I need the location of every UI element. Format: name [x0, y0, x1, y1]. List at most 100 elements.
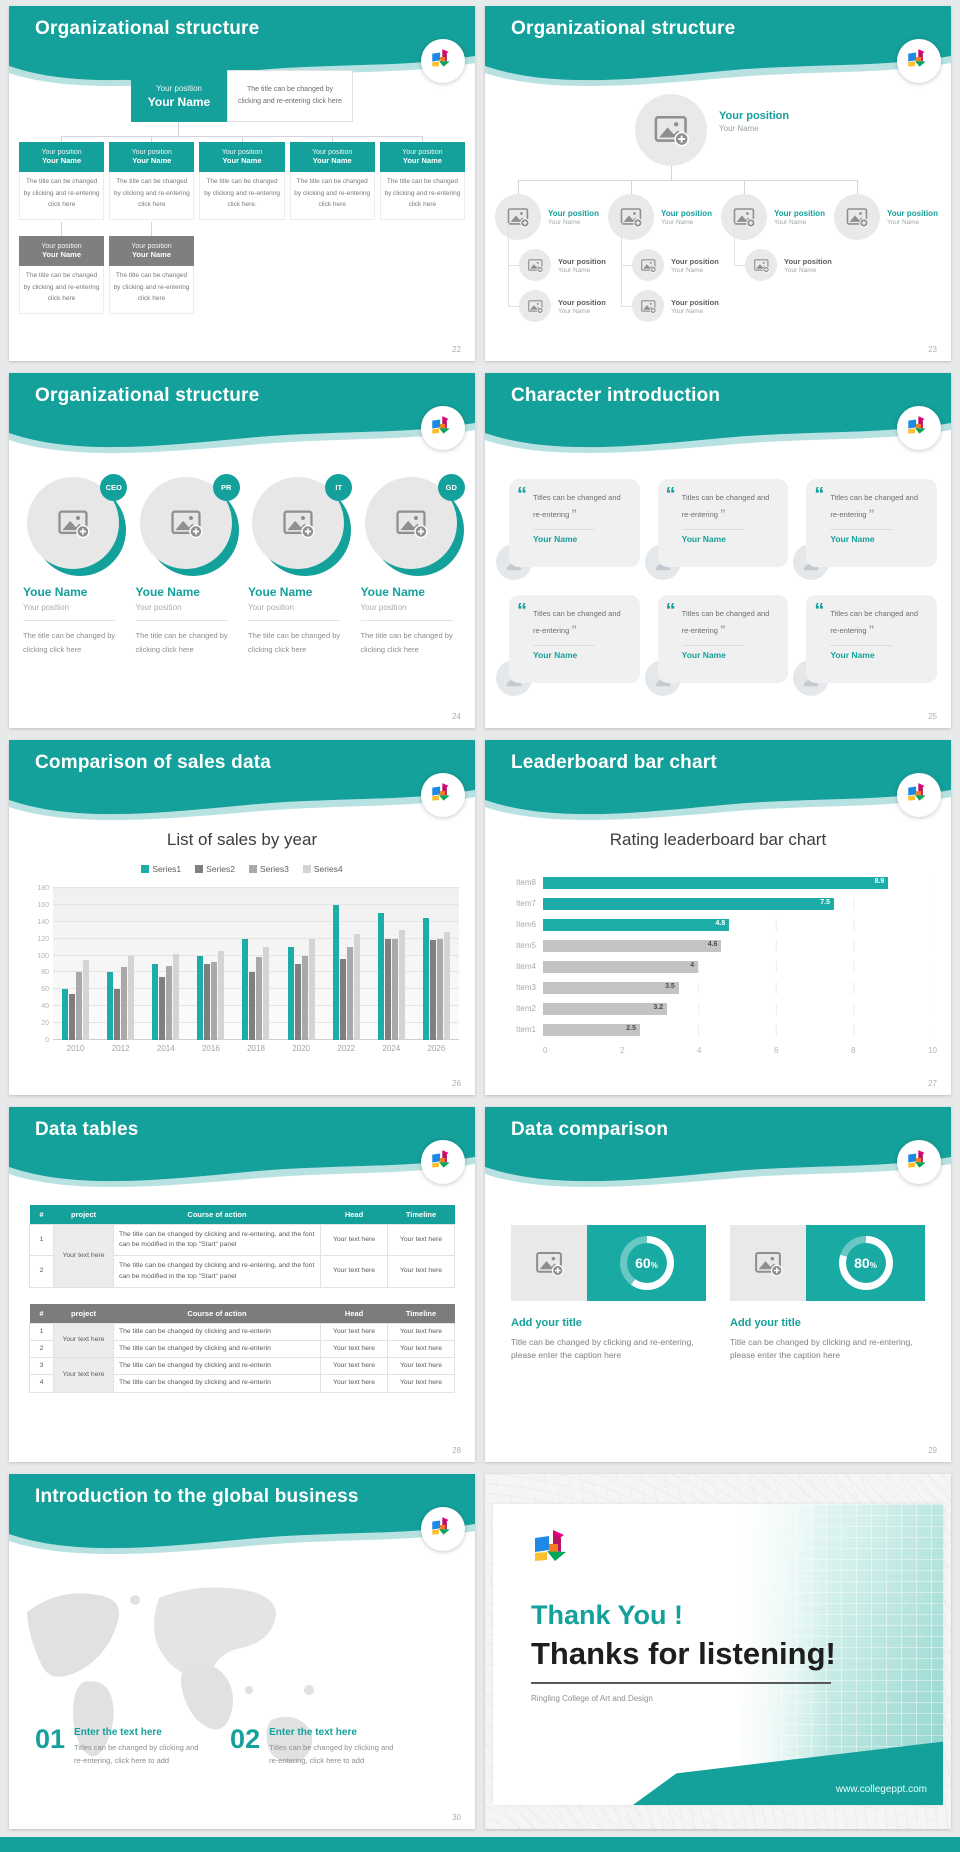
org-subnode: Your position Your Name [508, 264, 608, 322]
brand-logo-icon [430, 782, 457, 809]
x-tick-label: 2016 [201, 1044, 220, 1053]
slide-header: Character introduction [485, 373, 951, 465]
row-number-cell: 2 [29, 1339, 54, 1359]
progress-donut: 80% [838, 1236, 893, 1290]
x-tick-label: 0 [543, 1046, 548, 1055]
slide-30-introduction-to-the-global-business[interactable]: Introduction to the global business 01 En… [9, 1474, 475, 1829]
logo-badge [421, 773, 465, 817]
slide-title: Data comparison [511, 1119, 669, 1140]
connector-line [671, 166, 672, 180]
y-tick-label: 140 [37, 918, 49, 926]
slide-26-comparison-of-sales-data[interactable]: Comparison of sales data List of sales b… [9, 740, 475, 1095]
page-number: 26 [452, 1079, 461, 1088]
gridline [53, 920, 459, 922]
slide-title: Introduction to the global business [35, 1486, 359, 1507]
bar-2022-Series4 [353, 933, 360, 1040]
image-placeholder-icon [730, 1225, 806, 1301]
open-quote-icon: “ [517, 484, 527, 506]
slide-thank-you[interactable]: Thank You ! Thanks for listening! Ringli… [485, 1474, 951, 1829]
node-description: The title can be changed by clicking and… [109, 172, 195, 220]
column-header: Head [320, 1205, 388, 1225]
bar-group-2020 [287, 938, 315, 1040]
divider [531, 1682, 831, 1684]
item-title: Enter the text here [74, 1727, 162, 1739]
divider [681, 645, 744, 647]
card-media: 60% [511, 1225, 706, 1301]
logo-badge [421, 1507, 465, 1551]
bar-group-2022 [332, 904, 360, 1040]
action-cell: The title can be changed by clicking and… [113, 1322, 321, 1341]
value-label: 3.5 [665, 983, 675, 990]
header-wave [9, 1107, 475, 1199]
x-tick-label: 2026 [427, 1044, 446, 1053]
bar-row-Item8: Item8 8.9 [499, 872, 931, 893]
slide-title: Character introduction [511, 385, 721, 406]
slide-24-organizational-structure[interactable]: Organizational structure CEO Youe Name You… [9, 373, 475, 728]
slide-22-organizational-structure[interactable]: Organizational structure Your position Y… [9, 6, 475, 361]
tables-area: # project Course of action Head Timeline 1 You… [29, 1205, 455, 1393]
y-tick-label: 20 [41, 1020, 49, 1028]
row-number-cell: 3 [29, 1357, 54, 1376]
bar-Item3: 3.5 [543, 981, 679, 994]
bar-2026-Series4 [443, 931, 450, 1040]
org-root-note: The title can be changed by clicking and… [227, 70, 353, 122]
connector-line [518, 180, 858, 181]
donut-panel: 80% [806, 1225, 925, 1301]
category-label: Item1 [515, 1025, 536, 1034]
column-header: # [29, 1205, 54, 1225]
head-cell: Your text here [320, 1339, 388, 1359]
percent-value: 60% [635, 1255, 658, 1271]
brand-logo-icon [430, 1516, 457, 1543]
table-row: 4 The title can be changed by clicking an… [29, 1374, 455, 1393]
category-label: Item8 [515, 878, 536, 887]
timeline-cell: Your text here [387, 1223, 455, 1257]
bar-2010-Series3 [76, 972, 83, 1040]
action-cell: The title can be changed by clicking and… [113, 1357, 321, 1376]
close-quote-icon: ” [720, 507, 726, 520]
org-node: Your position Your Name [834, 194, 947, 240]
org-branches: Your position Your Name Your position Your … [495, 194, 947, 322]
bar-track: 7.5 [543, 897, 931, 910]
role-badge: GD [437, 474, 465, 501]
org-level2-row: Your position Your Name The title can be c… [19, 142, 466, 220]
brand-logo-icon [906, 415, 933, 442]
column-header: project [53, 1205, 114, 1225]
quote-text: Titles can be changed and re-entering ” [830, 609, 919, 636]
slide-29-data-comparison[interactable]: Data comparison 60% Add your title Title c… [485, 1107, 951, 1462]
item-title: Enter the text here [269, 1727, 357, 1739]
quote-author: Your Name [533, 650, 578, 661]
quote-card: “ Titles can be changed and re-entering ”… [496, 479, 640, 580]
divider [533, 529, 595, 531]
bar-group-2016 [197, 951, 225, 1040]
head-cell: Your text here [320, 1374, 388, 1393]
org-root-node: Your position Your Name [635, 94, 789, 166]
quote-text: Titles can be changed and re-entering ” [533, 609, 621, 636]
legend-item: Series2 [195, 864, 235, 874]
gridline [53, 954, 459, 956]
role-badge: IT [325, 474, 353, 501]
slide-header: Leaderboard bar chart [485, 740, 951, 832]
slide-28-data-tables[interactable]: Data tables # project Course of action Head… [9, 1107, 475, 1462]
donut-hole [626, 1243, 667, 1283]
percent-value: 80% [854, 1255, 877, 1271]
table-row: 2 The title can be changed by clicking an… [29, 1255, 455, 1288]
slide-25-character-introduction[interactable]: Character introduction “Titles can be ch… [485, 373, 951, 728]
header-wave [485, 373, 951, 465]
x-tick-label: 2 [620, 1046, 625, 1055]
timeline-cell: Your text here [387, 1255, 455, 1288]
node-description: The title can be changed by clicking and… [19, 172, 105, 220]
value-label: 3.2 [653, 1004, 664, 1011]
slide-27-leaderboard-bar-chart[interactable]: Leaderboard bar chart Rating leaderboard… [485, 740, 951, 1095]
org-node: Your position Your Name The title can be c… [19, 236, 104, 314]
image-placeholder-icon [608, 194, 654, 240]
timeline-cell: Your text here [387, 1339, 455, 1359]
connector-line [744, 180, 745, 194]
position-name-box: Your position Your Name [379, 142, 466, 172]
brand-logo-icon [906, 48, 933, 75]
column-header: project [53, 1303, 114, 1324]
head-cell: Your text here [320, 1223, 388, 1257]
card-title: Add your title [730, 1317, 801, 1329]
slide-23-organizational-structure[interactable]: Organizational structure Your position Y… [485, 6, 951, 361]
org-level3-row: Your position Your Name The title can be c… [19, 236, 195, 314]
bar-2026-Series2 [429, 940, 436, 1040]
